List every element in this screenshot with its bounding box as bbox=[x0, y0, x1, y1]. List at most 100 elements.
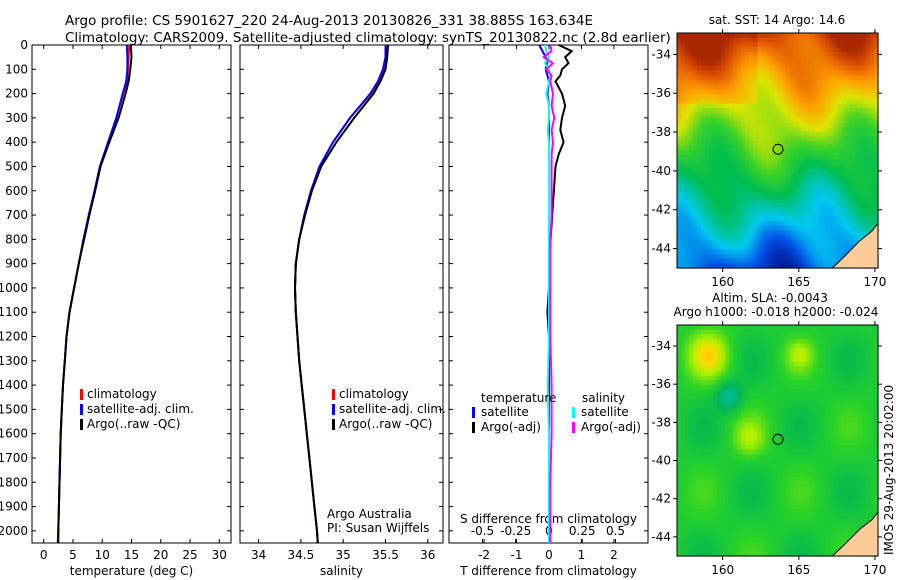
map-cell bbox=[781, 131, 787, 137]
map-cell bbox=[713, 42, 718, 48]
map-cell bbox=[789, 174, 795, 180]
map-cell bbox=[861, 514, 867, 520]
map-cell bbox=[729, 463, 734, 469]
map-cell bbox=[677, 371, 682, 377]
map-cell bbox=[785, 164, 791, 170]
map-cell bbox=[689, 519, 694, 525]
map-cell bbox=[809, 403, 815, 409]
map-cell bbox=[865, 375, 871, 381]
map-cell bbox=[853, 159, 859, 166]
map-cell bbox=[729, 206, 734, 213]
map-cell bbox=[749, 509, 754, 515]
map-cell bbox=[697, 211, 702, 217]
map-cell bbox=[685, 338, 690, 345]
map-cell bbox=[729, 477, 734, 483]
map-cell bbox=[749, 122, 754, 128]
map-cell bbox=[685, 244, 690, 250]
map-cell bbox=[829, 75, 835, 81]
map-cell bbox=[781, 202, 787, 208]
map-cell bbox=[693, 514, 698, 520]
map-cell bbox=[761, 403, 766, 409]
map-cell bbox=[789, 449, 795, 455]
map-cell bbox=[737, 178, 742, 184]
map-cell bbox=[801, 394, 807, 400]
map-cell bbox=[870, 445, 875, 451]
map-cell bbox=[697, 112, 702, 119]
map-cell bbox=[781, 426, 787, 432]
map-cell bbox=[721, 495, 726, 502]
map-cell bbox=[821, 258, 827, 264]
map-cell bbox=[761, 192, 766, 199]
map-cell bbox=[845, 112, 851, 119]
map-cell bbox=[693, 398, 698, 405]
series-line-t-argo-adj- bbox=[546, 44, 574, 543]
map-cell bbox=[821, 47, 827, 53]
map-cell bbox=[813, 192, 819, 199]
map-cell bbox=[833, 519, 839, 525]
map-cell bbox=[785, 357, 791, 363]
map-cell bbox=[761, 371, 766, 377]
map-cell bbox=[821, 519, 827, 525]
map-cell bbox=[689, 235, 694, 241]
map-cell bbox=[857, 61, 863, 67]
map-cell bbox=[741, 486, 746, 492]
map-cell bbox=[697, 230, 702, 236]
map-cell bbox=[801, 482, 807, 488]
map-cell bbox=[677, 127, 682, 133]
map-cell bbox=[857, 33, 863, 39]
map-cell bbox=[717, 89, 722, 95]
map-cell bbox=[849, 440, 855, 446]
map-cell bbox=[805, 454, 811, 460]
map-cell bbox=[681, 112, 686, 119]
map-cell bbox=[845, 249, 851, 255]
map-cell bbox=[717, 211, 722, 217]
map-cell bbox=[757, 403, 762, 409]
map-cell bbox=[733, 258, 738, 264]
map-cell bbox=[737, 352, 742, 358]
map-cell bbox=[681, 440, 686, 446]
map-cell bbox=[781, 366, 787, 372]
map-cell bbox=[681, 206, 686, 213]
map-cell bbox=[845, 188, 851, 194]
map-cell bbox=[793, 325, 799, 331]
map-cell bbox=[865, 385, 871, 391]
map-cell bbox=[677, 505, 682, 511]
map-cell bbox=[809, 385, 815, 391]
map-cell bbox=[789, 491, 795, 497]
map-cell bbox=[837, 398, 843, 405]
map-cell bbox=[765, 385, 770, 391]
map-cell bbox=[853, 463, 859, 469]
map-cell bbox=[781, 150, 787, 156]
map-cell bbox=[821, 112, 827, 119]
map-cell bbox=[761, 445, 766, 451]
map-cell bbox=[729, 528, 734, 534]
map-cell bbox=[789, 131, 795, 137]
map-cell bbox=[837, 463, 843, 469]
map-cell bbox=[805, 362, 811, 368]
map-cell bbox=[685, 33, 690, 39]
map-cell bbox=[797, 463, 803, 469]
map-cell bbox=[733, 51, 738, 58]
map-cell bbox=[825, 500, 831, 506]
map-cell bbox=[781, 514, 787, 520]
map-cell bbox=[765, 463, 770, 469]
map-cell bbox=[717, 348, 722, 354]
map-cell bbox=[737, 75, 742, 81]
map-cell bbox=[861, 192, 867, 199]
map-cell bbox=[733, 523, 738, 529]
map-cell bbox=[833, 509, 839, 515]
map-cell bbox=[809, 112, 815, 119]
map-cell bbox=[769, 258, 775, 264]
map-cell bbox=[825, 253, 831, 260]
map-cell bbox=[809, 75, 815, 81]
map-cell bbox=[849, 117, 855, 123]
map-cell bbox=[693, 178, 698, 184]
map-cell bbox=[749, 249, 754, 255]
map-cell bbox=[801, 253, 807, 260]
map-cell bbox=[745, 37, 750, 43]
map-cell bbox=[801, 155, 807, 161]
map-cell bbox=[865, 47, 871, 53]
x-tick-label: 5 bbox=[69, 548, 77, 562]
map-cell bbox=[853, 103, 859, 109]
map-cell bbox=[805, 65, 811, 72]
